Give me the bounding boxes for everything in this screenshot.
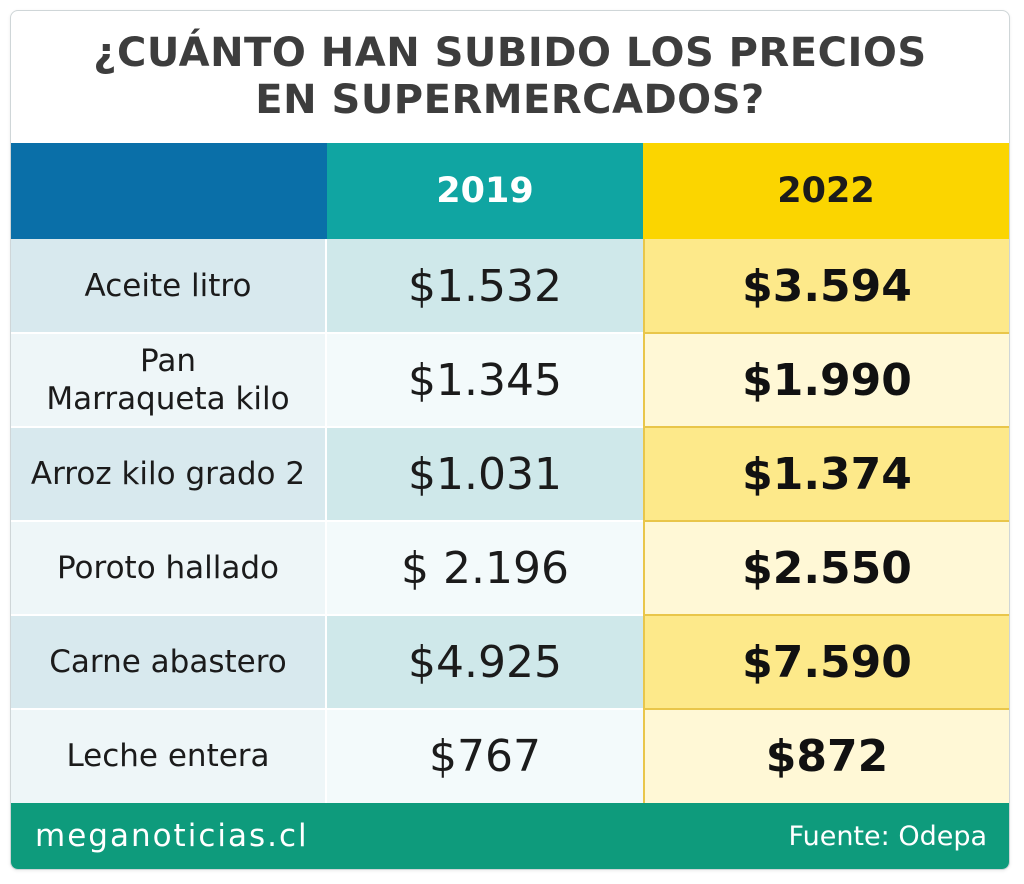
infographic-card: ¿CUÁNTO HAN SUBIDO LOS PRECIOS EN SUPERM… [10, 10, 1010, 870]
row-divider [11, 708, 1009, 710]
title-line-2: EN SUPERMERCADOS? [255, 77, 765, 123]
row-divider [11, 426, 1009, 428]
header-2022: 2022 [643, 143, 1009, 239]
row-divider-2022 [643, 708, 1009, 710]
row-label-line: Leche entera [66, 738, 270, 774]
row-divider [11, 332, 1009, 334]
row-divider-2022 [643, 614, 1009, 616]
price-2019: $767 [327, 709, 643, 803]
price-2019: $4.925 [327, 615, 643, 709]
row-label-line: Arroz kilo grado 2 [30, 456, 306, 492]
row-label: Leche entera [11, 709, 327, 803]
site-name: meganoticias.cl [35, 818, 309, 854]
price-2022: $1.374 [643, 427, 1009, 521]
price-2019: $1.031 [327, 427, 643, 521]
price-2022: $3.594 [643, 239, 1009, 333]
row-divider [11, 520, 1009, 522]
row-label-line: Aceite litro [84, 268, 252, 304]
row-label-line: Marraqueta kilo [46, 381, 290, 417]
row-label: Aceite litro [11, 239, 327, 333]
price-2022: $1.990 [643, 333, 1009, 427]
row-divider-2022 [643, 520, 1009, 522]
title-line-1: ¿CUÁNTO HAN SUBIDO LOS PRECIOS [93, 30, 927, 76]
source-credit: Fuente: Odepa [788, 820, 987, 852]
header-2019: 2019 [327, 143, 643, 239]
row-label-line: Carne abastero [49, 644, 287, 680]
price-2022: $2.550 [643, 521, 1009, 615]
chart-title: ¿CUÁNTO HAN SUBIDO LOS PRECIOS EN SUPERM… [11, 11, 1009, 143]
price-2019: $1.345 [327, 333, 643, 427]
row-label: Pan Marraqueta kilo [11, 333, 327, 427]
row-label: Carne abastero [11, 615, 327, 709]
row-label: Arroz kilo grado 2 [11, 427, 327, 521]
price-2022: $872 [643, 709, 1009, 803]
row-divider [11, 614, 1009, 616]
row-label-line: Poroto hallado [56, 550, 280, 586]
price-2019: $1.532 [327, 239, 643, 333]
row-label: Poroto hallado [11, 521, 327, 615]
row-divider-2022 [643, 332, 1009, 334]
price-2022: $7.590 [643, 615, 1009, 709]
row-divider-2022 [643, 426, 1009, 428]
row-label-line: Pan [140, 343, 196, 379]
header-blank-cell [11, 143, 327, 239]
footer-bar: meganoticias.cl Fuente: Odepa [11, 803, 1009, 869]
price-2019: $ 2.196 [327, 521, 643, 615]
